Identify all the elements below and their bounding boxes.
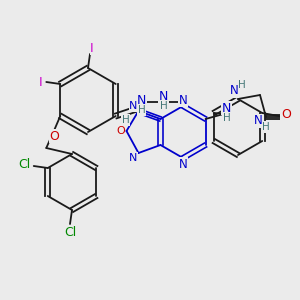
Text: H: H: [262, 122, 270, 132]
Text: O: O: [281, 109, 291, 122]
Text: N: N: [137, 94, 146, 107]
Text: N: N: [178, 158, 188, 170]
Text: H: H: [223, 113, 230, 123]
Text: H: H: [138, 105, 146, 115]
Text: H: H: [238, 80, 246, 90]
Text: N: N: [129, 153, 138, 163]
Text: N: N: [222, 101, 231, 115]
Text: I: I: [38, 76, 42, 88]
Text: Cl: Cl: [64, 226, 76, 238]
Text: O: O: [49, 130, 59, 142]
Text: O: O: [116, 126, 125, 136]
Text: H: H: [122, 115, 130, 125]
Text: N: N: [178, 94, 188, 106]
Text: Cl: Cl: [19, 158, 31, 170]
Text: H: H: [160, 101, 168, 111]
Text: N: N: [230, 85, 238, 98]
Text: N: N: [129, 101, 138, 111]
Text: N: N: [254, 115, 262, 128]
Text: I: I: [90, 41, 94, 55]
Text: N: N: [159, 91, 168, 103]
